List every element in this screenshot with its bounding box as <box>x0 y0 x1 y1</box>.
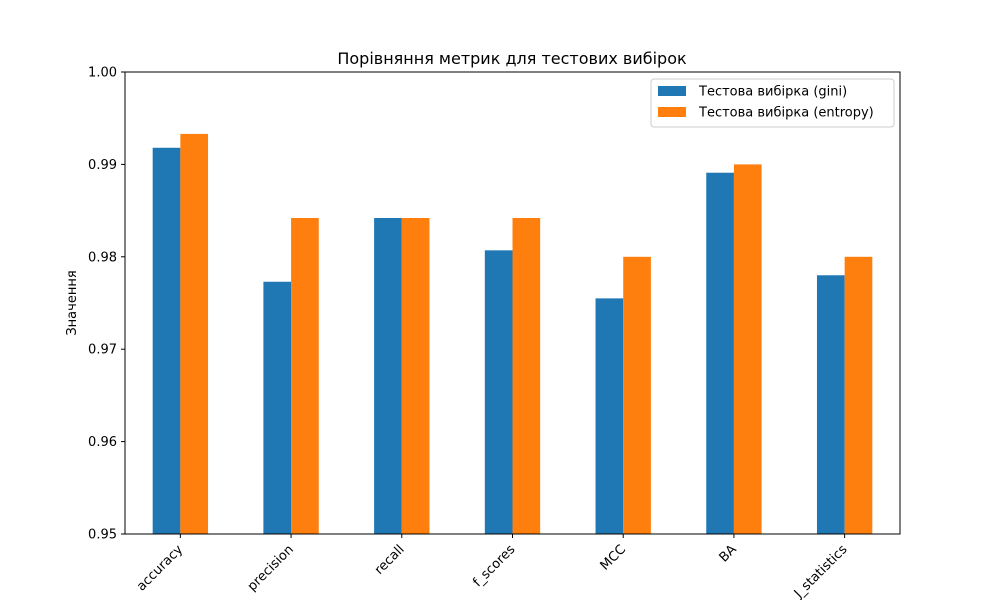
bar-BA-series-2 <box>733 164 762 534</box>
bar-BA-series-1 <box>706 172 734 534</box>
legend-label-1: Тестова вибірка (gini) <box>698 85 847 100</box>
x-axis: accuracy precision recall f_scores MCC BA J_st… <box>134 534 851 600</box>
x-tick-label-accuracy: accuracy <box>134 542 186 594</box>
legend-box <box>650 78 895 128</box>
y-tick-label: 0.99 <box>88 158 117 173</box>
bar-accuracy-series-2 <box>180 133 209 534</box>
legend-label-2: Тестова вибірка (entropy) <box>698 106 874 121</box>
y-tick-label: 0.95 <box>88 528 117 543</box>
legend-swatch-2 <box>658 107 686 117</box>
y-tick-label: 0.96 <box>88 435 117 450</box>
bars-layer <box>152 133 873 535</box>
chart-title: Порівняння метрик для тестових вибірок <box>337 49 687 68</box>
x-tick-label-BA: BA <box>717 542 740 565</box>
x-tick-label-precision: precision <box>245 542 297 594</box>
bar-recall-series-1 <box>374 217 402 535</box>
bar-accuracy-series-1 <box>152 147 181 534</box>
x-tick-label-MCC: MCC <box>598 542 629 573</box>
bar-f_scores-series-1 <box>484 250 513 534</box>
y-axis: 0.95 0.96 0.97 0.98 0.99 1.00 <box>88 66 125 543</box>
bar-precision-series-2 <box>291 217 319 535</box>
bar-MCC-series-1 <box>595 298 624 534</box>
bar-J_statistics-series-1 <box>816 275 845 534</box>
y-tick-label: 1.00 <box>88 66 117 81</box>
bar-MCC-series-2 <box>623 256 651 534</box>
bar-precision-series-1 <box>263 281 292 534</box>
bar-recall-series-2 <box>401 217 430 535</box>
legend-swatch-1 <box>658 86 686 96</box>
x-tick-label-J_statistics: J_statistics <box>791 542 851 600</box>
x-tick-label-recall: recall <box>372 542 408 578</box>
bar-J_statistics-series-2 <box>844 256 873 534</box>
bar-f_scores-series-2 <box>512 217 541 535</box>
x-tick-label-f_scores: f_scores <box>470 542 518 590</box>
legend: Тестова вибірка (gini) Тестова вибірка (e… <box>650 78 895 128</box>
y-tick-label: 0.98 <box>88 250 117 265</box>
y-axis-label: Значення <box>65 270 80 335</box>
y-tick-label: 0.97 <box>88 343 117 358</box>
